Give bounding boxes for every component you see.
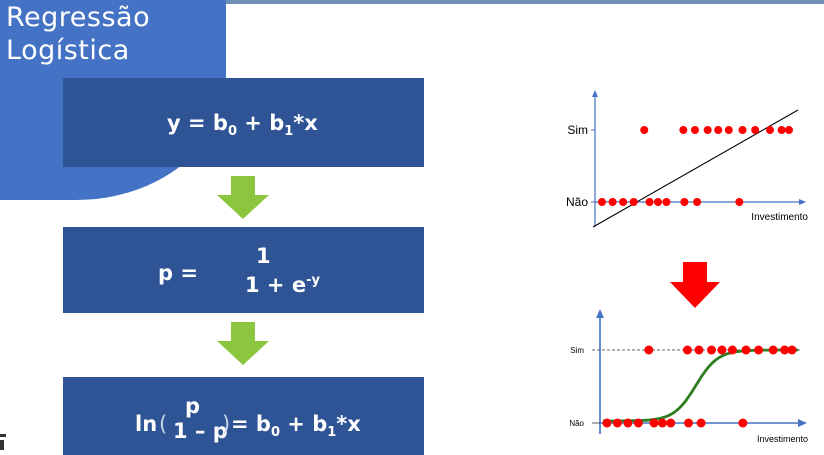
points-group	[598, 126, 793, 206]
data-point	[666, 418, 676, 428]
down-arrow-icon	[670, 262, 720, 308]
data-point	[738, 418, 748, 428]
linear-fit-line	[592, 109, 799, 228]
data-point	[644, 345, 654, 355]
data-point	[619, 198, 628, 206]
data-point	[785, 126, 793, 134]
x-axis-arrowhead	[798, 419, 807, 427]
data-point	[690, 126, 699, 134]
data-point	[714, 126, 723, 134]
data-point	[765, 126, 774, 134]
data-point	[657, 418, 667, 428]
y-tick-label-nao: Não	[569, 419, 584, 428]
corner-logo-fragment	[0, 434, 6, 450]
points-group	[602, 345, 797, 428]
linear-scatter-chart: Sim Não Investimento	[566, 90, 808, 228]
logistic-scatter-chart: Sim Não Investimento	[569, 309, 808, 444]
data-point	[696, 418, 706, 428]
data-point	[703, 126, 712, 134]
data-point	[754, 345, 764, 355]
data-point	[717, 345, 727, 355]
x-axis-label: Investimento	[757, 434, 808, 444]
probability-lhs: p =	[158, 261, 198, 285]
data-point	[741, 345, 751, 355]
data-point	[684, 418, 694, 428]
logistic-curve	[603, 348, 798, 423]
data-point	[727, 345, 737, 355]
x-axis-arrowhead	[799, 199, 806, 205]
data-point	[777, 126, 786, 134]
y-tick-label-sim: Sim	[570, 346, 584, 355]
logit-fraction-denominator: 1 – p	[173, 419, 228, 443]
data-point	[662, 198, 671, 206]
data-point	[653, 198, 662, 206]
probability-denominator: 1 + e-y	[245, 273, 320, 297]
y-axis-arrowhead	[592, 90, 598, 97]
data-point	[694, 345, 704, 355]
data-point	[738, 126, 747, 134]
data-point	[623, 418, 633, 428]
logit-ln: ln	[135, 412, 158, 436]
linear-formula-box: y = b0 + b1*x	[63, 78, 424, 167]
data-point	[693, 198, 702, 206]
slide-title-line-2: Logística	[6, 35, 130, 66]
data-point	[612, 418, 622, 428]
data-point	[602, 418, 612, 428]
data-point	[679, 126, 688, 134]
probability-formula-box: p = 1 1 + e-y	[63, 227, 424, 313]
data-point	[707, 345, 717, 355]
data-point	[724, 126, 733, 134]
slide-title-line-1: Regressão	[6, 2, 151, 33]
logit-formula-box: ln ( p 1 – p ) = b0 + b1*x	[63, 377, 424, 455]
data-point	[682, 345, 692, 355]
data-point	[629, 198, 638, 206]
data-point	[768, 345, 778, 355]
data-point	[633, 418, 643, 428]
left-paren: (	[159, 412, 168, 436]
data-point	[735, 198, 744, 206]
top-bar	[220, 0, 824, 4]
data-point	[608, 198, 617, 206]
linear-formula: y = b0 + b1*x	[167, 111, 318, 140]
right-paren: )	[222, 412, 231, 436]
data-point	[649, 418, 659, 428]
logit-fraction-numerator: p	[185, 394, 201, 418]
data-point	[645, 198, 654, 206]
y-tick-label-nao: Não	[566, 195, 588, 209]
data-point	[640, 126, 649, 134]
data-point	[751, 126, 760, 134]
data-point	[598, 198, 606, 206]
y-axis-arrowhead	[596, 309, 604, 318]
x-axis-label: Investimento	[751, 212, 808, 223]
down-arrow-icon	[217, 176, 269, 219]
logit-rhs: = b0 + b1*x	[231, 412, 361, 441]
data-point	[780, 345, 790, 355]
data-point	[680, 198, 689, 206]
down-arrow-icon	[217, 322, 269, 365]
probability-numerator: 1	[256, 244, 271, 268]
y-tick-label-sim: Sim	[567, 123, 588, 137]
data-point	[787, 345, 797, 355]
